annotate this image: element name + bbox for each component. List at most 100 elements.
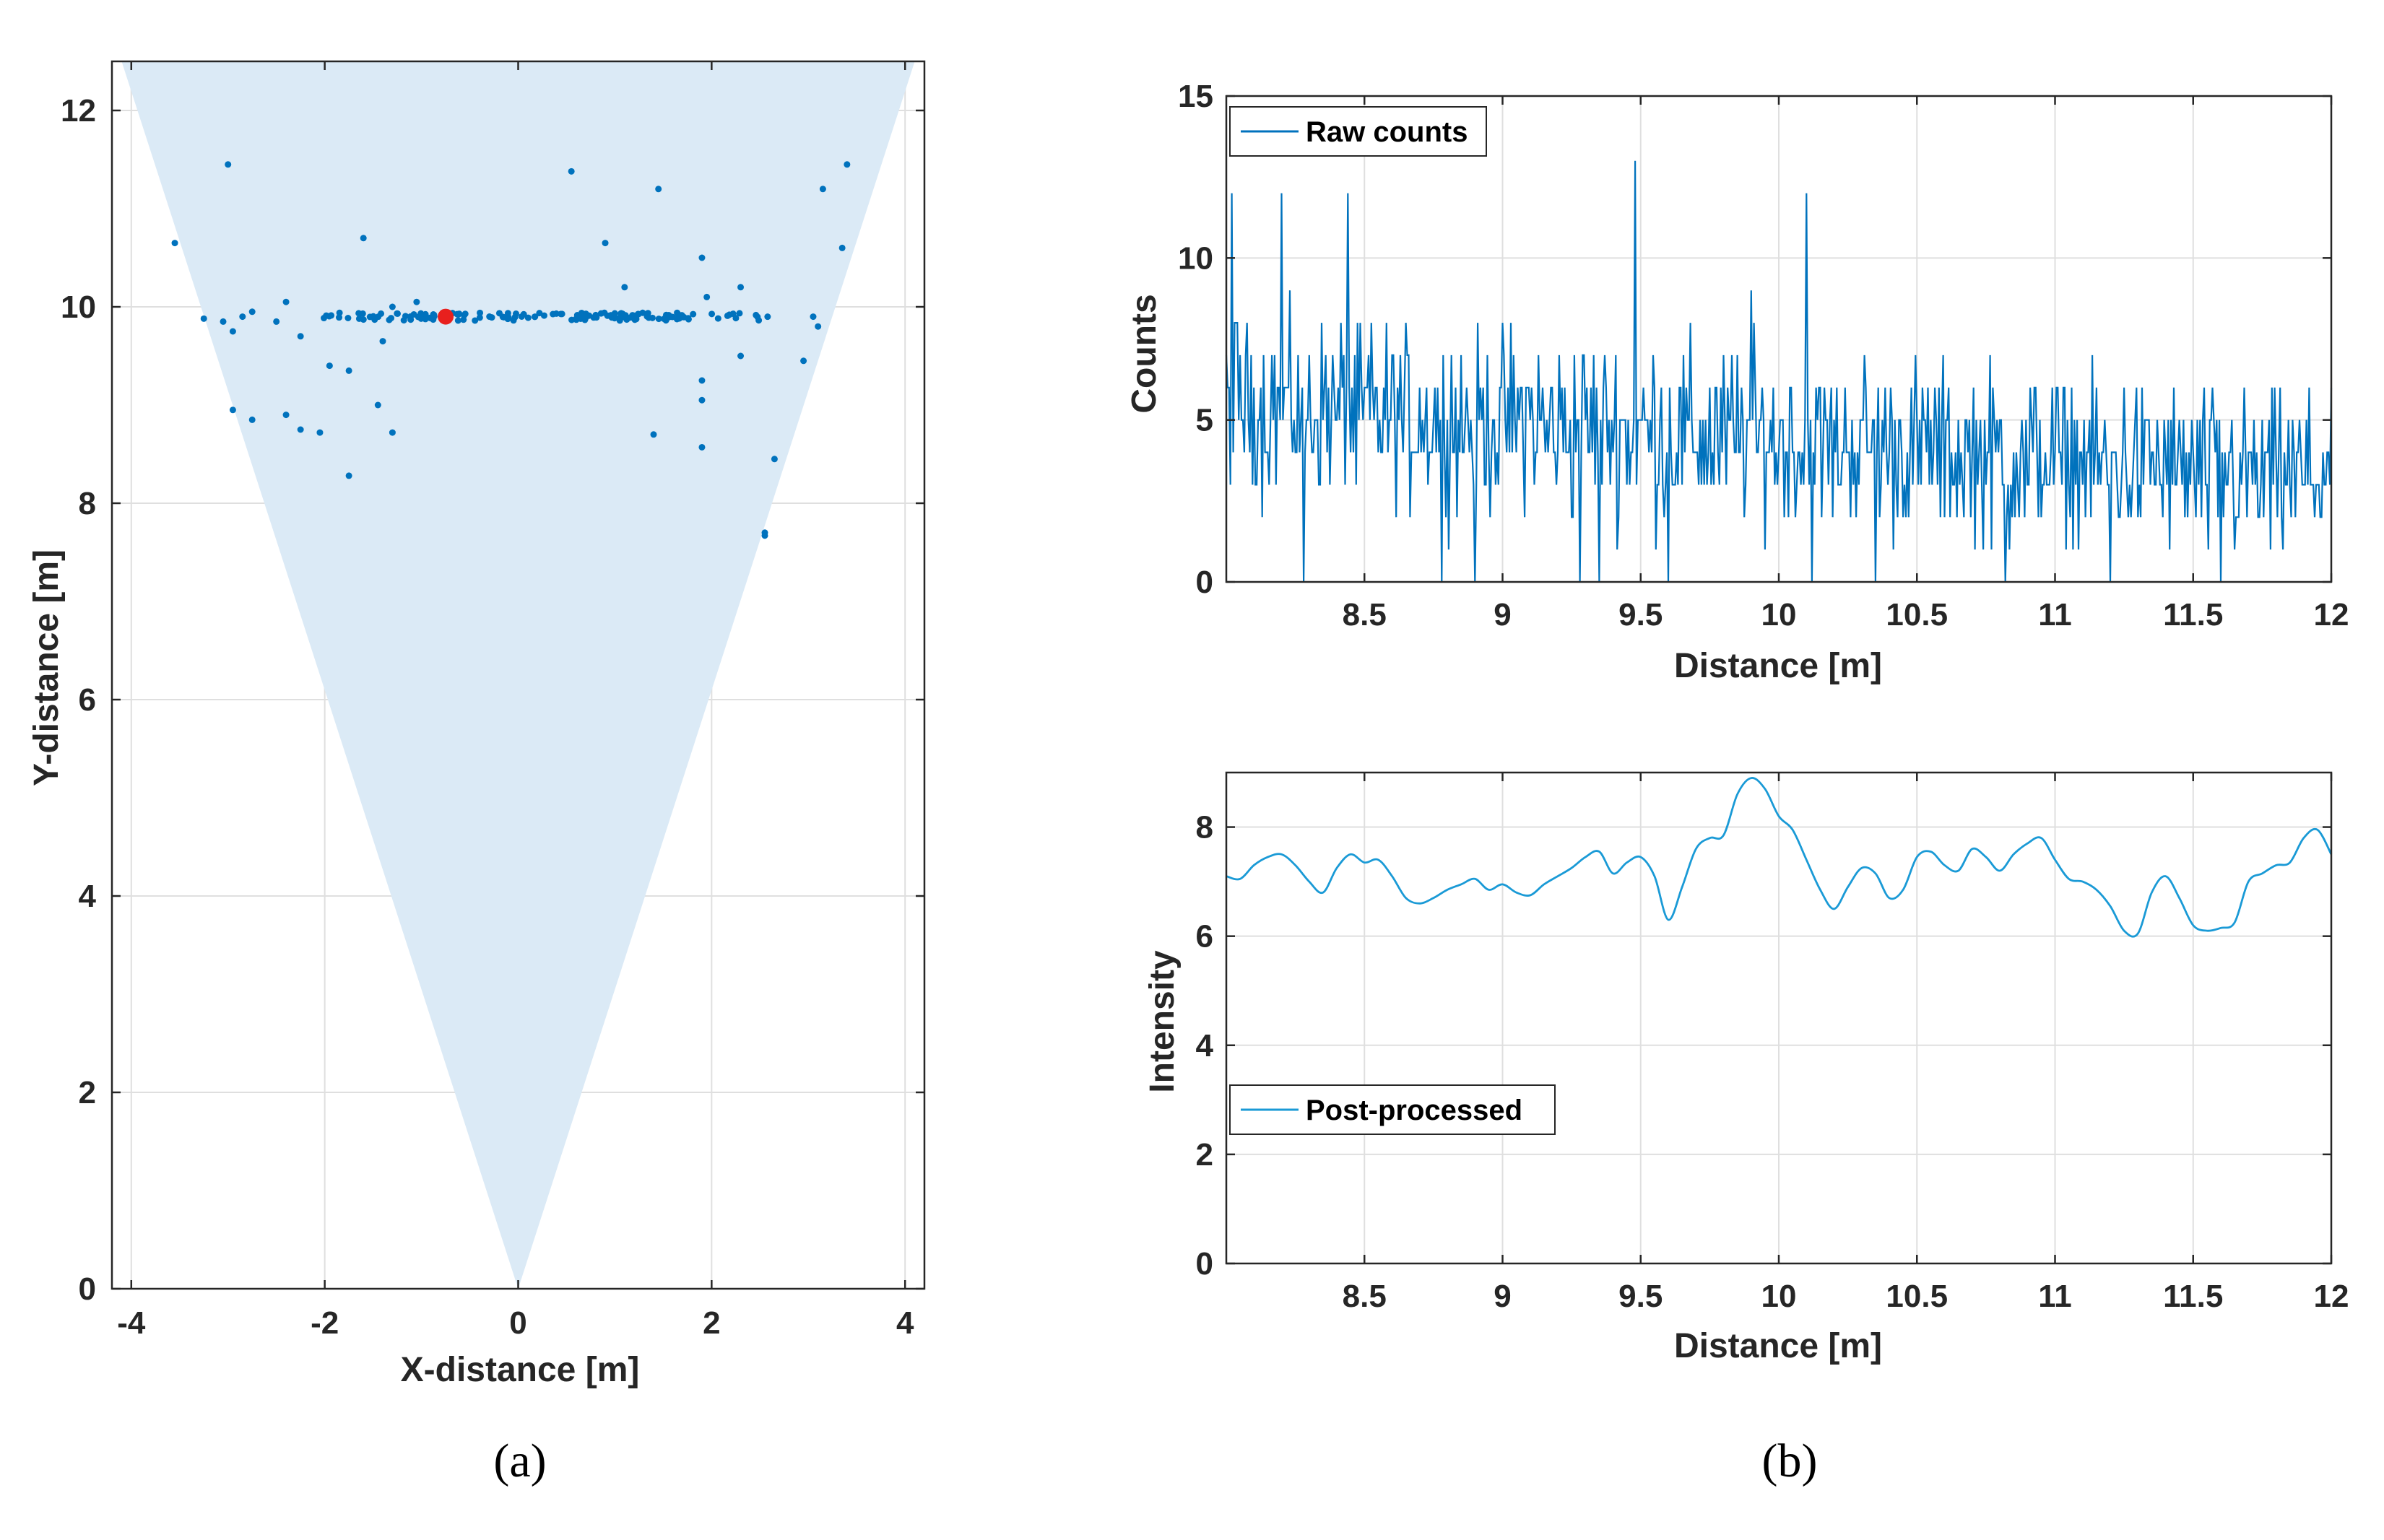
scatter-point [239,313,246,321]
scatter-point [345,472,352,479]
scatter-point [326,362,333,370]
scatter-point [844,161,851,168]
y-tick-label: 8 [79,486,96,521]
scatter-point [220,318,227,325]
scatter-point [650,431,657,438]
raw-counts-y-axis-label: Counts [1125,294,1163,413]
scatter-point [282,298,290,305]
scatter-point [360,316,367,323]
raw-counts-y-ticks: 0 5 10 15 [1178,79,2331,600]
scatter-point [359,310,366,317]
scatter-point [532,313,539,321]
scatter-point [736,310,743,317]
scatter-point [761,532,768,539]
post-processed-grid [1226,773,2332,1264]
panel-b-caption: (b) [1762,1435,1818,1487]
scatter-point [200,315,207,322]
scatter-point [344,314,352,321]
scatter-point [655,316,662,323]
x-tick-label: -2 [311,1305,339,1341]
scatter-point [819,186,826,193]
scatter-point [753,311,760,318]
y-tick-label: 10 [1178,240,1213,276]
y-tick-label: 10 [61,290,96,325]
scatter-point [558,310,565,318]
scatter-point [573,316,580,323]
scatter-point [655,186,662,193]
x-tick-label: 11.5 [2163,1279,2223,1314]
scatter-point [520,310,527,318]
post-processed-panel: 8.5 9 9.5 10 10.5 11 11.5 12 0 2 4 6 8 Post-process… [1143,771,2349,1487]
y-tick-label: 4 [79,879,97,914]
scatter-point [800,357,807,365]
panel-a-caption: (a) [493,1435,546,1487]
scatter-point [248,416,256,423]
x-tick-label: 9.5 [1618,597,1663,632]
scatter-point [273,318,280,325]
scatter-point [321,315,328,322]
scatter-point [282,412,290,419]
scatter-point [737,284,745,291]
y-tick-label: 0 [79,1271,96,1307]
scatter-point [838,244,846,251]
x-tick-label: 10 [1761,597,1797,632]
post-processed-x-axis-label: Distance [m] [1674,1327,1882,1365]
x-tick-label: 2 [703,1305,720,1341]
scatter-point [297,333,304,340]
scatter-point [698,396,706,404]
scatter-point [488,314,495,321]
scatter-point [297,426,304,433]
scatter-point [379,338,386,345]
scatter-point [665,313,672,321]
scatter-point [229,328,236,335]
y-tick-label: 6 [79,682,96,718]
x-tick-label: 12 [2314,597,2349,632]
post-processed-y-axis-label: Intensity [1143,950,1182,1093]
x-tick-label: 4 [896,1305,914,1341]
scatter-point [461,310,469,318]
scatter-points [171,161,851,539]
scatter-point [644,310,651,317]
scatter-point [336,309,343,316]
scatter-point [714,315,721,322]
scatter-point [621,284,628,291]
scatter-point [593,314,600,321]
raw-counts-legend: Raw counts [1229,106,1487,157]
scatter-point [476,314,483,321]
scatter-point [417,310,425,317]
scatter-point [171,240,178,247]
scatter-point [316,429,324,436]
scatter-point [454,311,461,318]
scatter-point [755,317,763,324]
scatter-point [430,311,437,318]
scatter-point [764,313,771,321]
post-processed-legend-label: Post-processed [1306,1095,1522,1126]
scatter-point [617,310,625,317]
scatter-point [690,310,697,318]
y-tick-label: 2 [1196,1137,1213,1173]
x-tick-label: 0 [509,1305,526,1341]
scatter-point [639,309,646,316]
raw-counts-x-axis-label: Distance [m] [1674,647,1882,685]
scatter-point [345,367,352,374]
post-processed-y-ticks: 0 2 4 6 8 [1196,810,2331,1282]
scatter-point [413,298,420,305]
scatter-point [540,312,547,319]
scatter-point [328,312,335,319]
post-processed-line [1226,777,2333,938]
scatter-point [737,352,745,360]
scatter-point [225,161,232,168]
y-tick-label: 4 [1196,1028,1214,1063]
x-tick-label: 11 [2038,597,2072,632]
scatter-point [360,235,367,242]
y-tick-label: 15 [1178,79,1213,114]
raw-counts-legend-label: Raw counts [1306,116,1468,148]
scatter-point [675,310,682,318]
scatter-point [698,377,706,384]
scatter-point [568,168,575,175]
scatter-point [726,311,733,318]
scatter-point [604,312,611,319]
scatter-point [499,313,506,321]
scatter-point [552,310,560,317]
